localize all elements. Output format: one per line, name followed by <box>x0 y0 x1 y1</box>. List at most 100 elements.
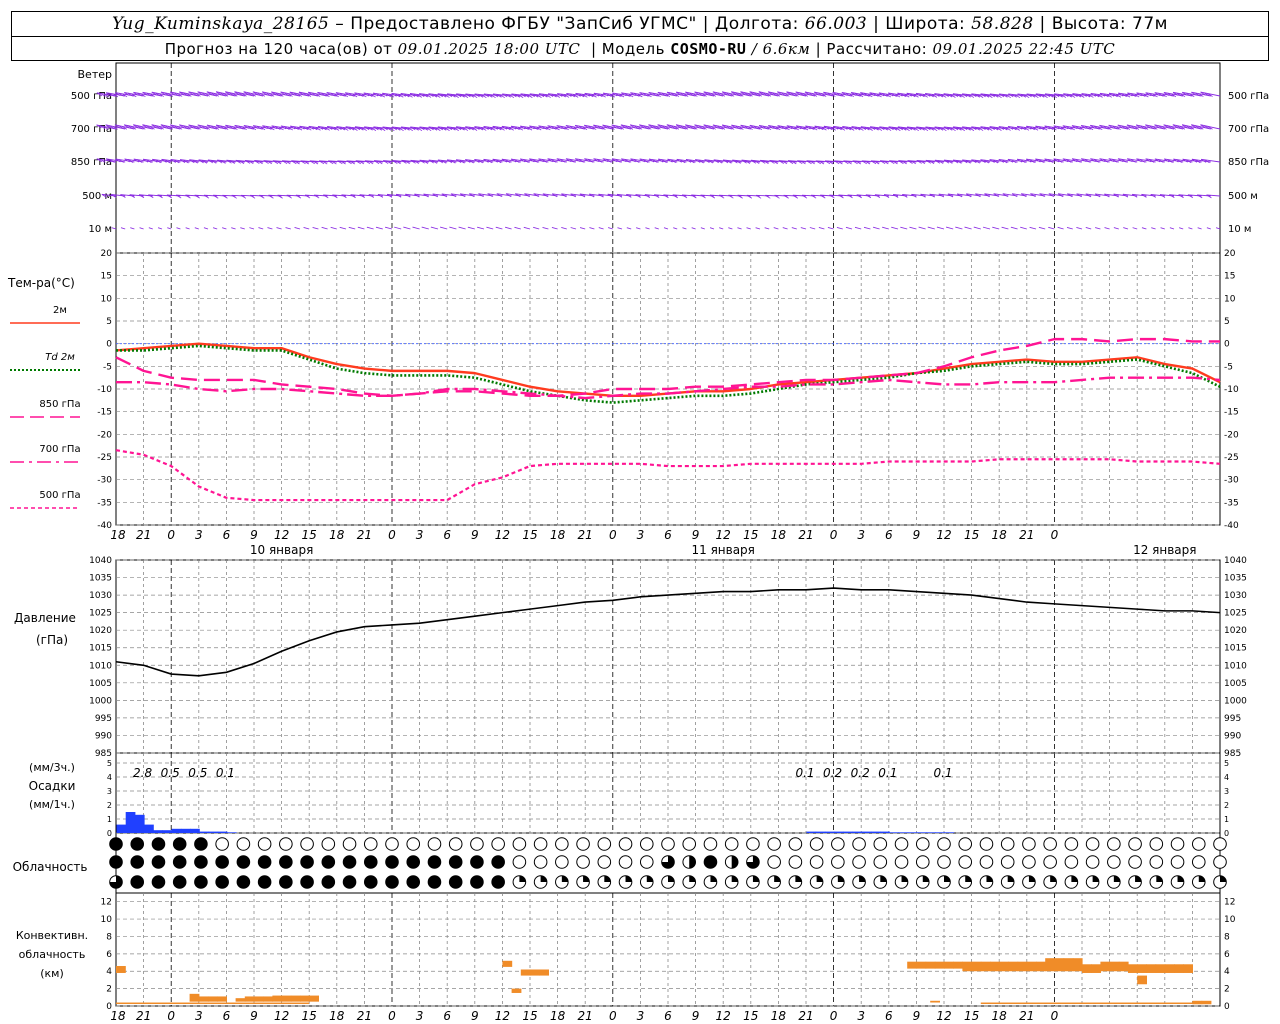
wind-barb <box>782 227 788 230</box>
precip-bar <box>880 831 890 833</box>
conv-bar <box>235 998 246 1002</box>
wind-barb-feather <box>855 160 862 165</box>
time-tick-temp: 15 <box>302 528 317 542</box>
wind-barb-feather <box>922 127 929 132</box>
time-tick-conv: 15 <box>302 1009 317 1023</box>
precip-amount-label: 0.1 <box>216 766 235 780</box>
time-tick-conv: 3 <box>416 1009 424 1023</box>
wind-barb-feather <box>771 92 777 96</box>
wind-barb-feather <box>922 93 928 98</box>
wind-barb-feather <box>1135 124 1142 129</box>
wind-barb <box>551 226 558 230</box>
wind-barb-feather <box>557 93 563 97</box>
wind-barb-feather <box>496 193 503 198</box>
time-tick-conv: 9 <box>692 1009 700 1023</box>
wind-barb-feather <box>110 194 117 198</box>
wind-barb <box>215 91 236 97</box>
wind-barb-feather <box>648 124 654 129</box>
precip-title: Осадки <box>29 779 76 793</box>
wind-barb <box>533 226 540 230</box>
wind-barb-feather <box>336 126 342 130</box>
wind-barb-feather <box>391 92 397 97</box>
wind-barb-feather <box>655 93 661 98</box>
wind-barb-feather <box>250 92 256 97</box>
wind-barb-feather <box>1094 193 1101 198</box>
wind-barb-feather <box>129 194 135 198</box>
conv-bar <box>1137 975 1147 985</box>
wind-barb-feather <box>1071 158 1078 163</box>
wind-barb-feather <box>876 93 882 98</box>
wind-barb-feather <box>1005 94 1011 99</box>
wind-barb-feather <box>1187 194 1194 199</box>
wind-barb-feather <box>340 160 346 165</box>
wind-barb-feather <box>541 126 548 130</box>
wind-barb-feather <box>837 160 843 165</box>
wind-barb-feather <box>140 93 146 98</box>
temp-panel-ytick-right: 5 <box>1224 317 1230 327</box>
wind-barb-feather <box>313 194 320 199</box>
wind-barb <box>731 91 751 97</box>
wind-barb-feather <box>257 160 263 165</box>
wind-barb-feather <box>298 91 305 96</box>
wind-barb-feather <box>800 160 806 165</box>
wind-barb <box>1010 226 1018 230</box>
conv-bar <box>907 961 917 969</box>
wind-barb-feather <box>660 125 667 129</box>
wind-barb-feather <box>213 92 220 97</box>
wind-barb-feather <box>962 126 968 131</box>
wind-barb-feather <box>651 125 658 129</box>
wind-barb-feather <box>145 92 152 97</box>
cloud-symbol <box>279 837 293 851</box>
time-tick-temp: 0 <box>388 528 396 542</box>
cloud-symbol-fill <box>965 875 972 882</box>
wind-barb-feather <box>220 160 226 164</box>
wind-barb-feather <box>1179 125 1186 130</box>
wind-barb-feather <box>675 91 682 96</box>
wind-barb-feather <box>740 91 746 96</box>
wind-barb <box>504 226 512 230</box>
model-label: Модель <box>601 40 665 58</box>
wind-barb-feather <box>709 194 716 199</box>
wind-barb-feather <box>244 160 251 164</box>
wind-barb-feather <box>805 125 811 130</box>
wind-barb-feather <box>861 160 867 165</box>
wind-barb-feather <box>1133 126 1140 130</box>
conv-bar <box>944 961 954 969</box>
wind-barb-feather <box>265 125 272 130</box>
wind-barb <box>749 91 770 97</box>
cloud-symbol <box>979 855 994 869</box>
wind-barb-feather <box>928 93 934 98</box>
time-tick-conv: 3 <box>857 1009 865 1023</box>
wind-barb-feather <box>1191 91 1197 96</box>
cloud-symbol <box>1043 837 1057 851</box>
wind-barb-feather <box>569 158 575 163</box>
wind-barb <box>955 226 963 230</box>
alt-label: Высота: <box>1051 14 1127 34</box>
cloud-symbol-fill <box>689 875 696 882</box>
wind-barb-feather <box>151 91 157 96</box>
conv-bar <box>925 961 936 969</box>
wind-barb-feather <box>1191 158 1198 163</box>
precip-ytick-right: 0 <box>1224 829 1229 838</box>
wind-barb <box>617 227 623 230</box>
wind-barb-feather <box>252 91 259 96</box>
wind-barb-feather <box>542 93 548 98</box>
wind-barb <box>918 226 926 230</box>
wind-barb <box>778 160 797 163</box>
precip-bar <box>926 832 936 833</box>
time-tick-temp: 18 <box>992 528 1008 542</box>
wind-barb-feather <box>444 94 450 98</box>
conv-ytick-right: 8 <box>1224 932 1230 942</box>
temp-panel-ytick-left: -20 <box>97 430 112 440</box>
wind-barb-feather <box>405 193 411 198</box>
wind-barb-feather <box>237 125 244 130</box>
wind-barb-feather <box>897 126 904 131</box>
wind-barb-feather <box>1042 126 1048 131</box>
wind-barb <box>1104 227 1110 230</box>
cloud-symbol <box>1064 837 1079 851</box>
day-label: 11 января <box>691 543 754 557</box>
cloud-symbol <box>406 837 421 851</box>
wind-barb-feather <box>241 92 247 97</box>
precip-bar <box>144 824 154 833</box>
